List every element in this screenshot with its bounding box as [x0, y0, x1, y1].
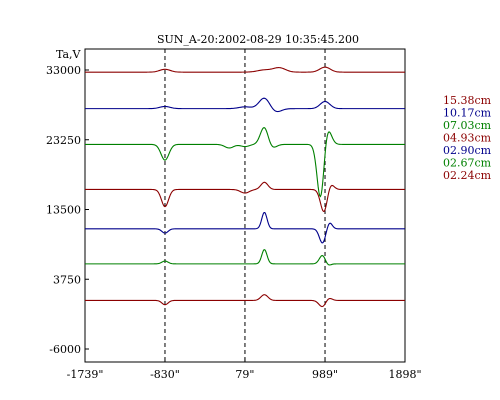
x-tick-label: -1739" [67, 368, 104, 381]
x-tick-label: 79" [235, 368, 254, 381]
series-line [85, 294, 405, 308]
series-line [85, 127, 405, 198]
vertical-markers [164, 49, 326, 362]
y-tick-label: 3750 [53, 273, 81, 286]
y-axis-ticks: 33000 23250 13500 3750 -6000 [46, 64, 89, 356]
y-tick-label: -6000 [49, 343, 81, 356]
legend-entry: 07.03cm [443, 119, 492, 132]
series-line [85, 66, 405, 73]
x-tick-label: 989" [312, 368, 338, 381]
chart-title: SUN_A-20:2002-08-29 10:35:45.200 [157, 33, 359, 46]
y-tick-label: 13500 [46, 204, 81, 217]
series-line [85, 211, 405, 244]
x-tick-label: 1898" [388, 368, 421, 381]
series-group [85, 66, 405, 308]
legend-entry: 15.38cm [443, 94, 492, 107]
series-line [85, 181, 405, 213]
legend-entry: 02.90cm [443, 144, 492, 157]
series-line [85, 249, 405, 266]
legend-entry: 02.67cm [443, 157, 492, 170]
legend-entry: 02.24cm [443, 169, 492, 182]
legend: 15.38cm10.17cm07.03cm04.93cm02.90cm02.67… [443, 94, 492, 182]
series-line [85, 97, 405, 113]
x-tick-label: -830" [150, 368, 180, 381]
legend-entry: 04.93cm [443, 132, 492, 145]
legend-entry: 10.17cm [443, 107, 492, 120]
y-tick-label: 23250 [46, 134, 81, 147]
y-tick-label: 33000 [46, 64, 81, 77]
y-axis-label: Ta,V [56, 48, 82, 61]
x-axis-ticks: -1739" -830" 79" 989" 1898" [67, 358, 422, 381]
